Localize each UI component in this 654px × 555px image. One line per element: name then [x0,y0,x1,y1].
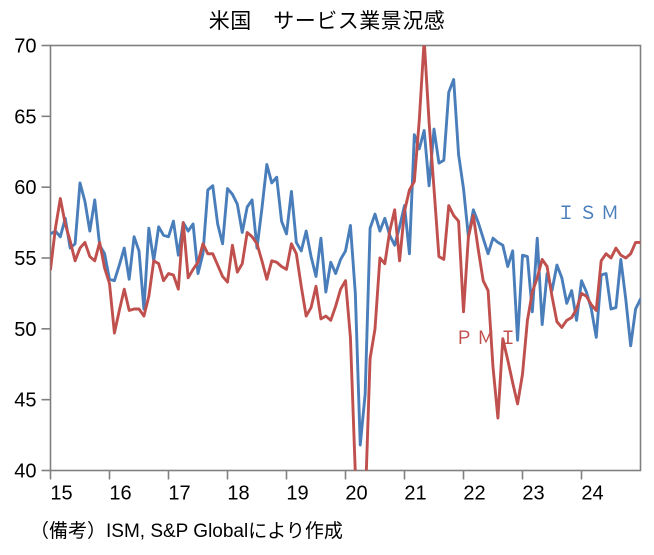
x-tick-label: 21 [404,483,426,501]
series-label-ism: ＩＳＭ [557,203,623,223]
y-tick-label: 55 [14,248,36,270]
x-axis-ticks: 15 16 17 18 19 20 21 22 23 24 [49,470,604,501]
chart-footnote: （備考）ISM, S&P Globalにより作成 [30,521,343,542]
x-tick-label: 23 [522,483,544,501]
x-tick-label: 24 [581,483,603,501]
x-tick-label: 22 [463,483,485,501]
y-tick-label: 60 [14,177,36,199]
x-tick-label: 15 [50,483,72,501]
y-tick-label: 50 [14,319,36,341]
x-tick-label: 17 [168,483,190,501]
x-tick-label: 20 [345,483,367,501]
series-label-pmi: ＰＭＩ [455,328,521,348]
y-tick-label: 45 [14,390,36,412]
x-tick-label: 19 [286,483,308,501]
page-title: 米国 サービス業景況感 [208,10,446,33]
series-line-ism [50,78,641,447]
y-tick-label: 40 [14,461,36,483]
x-tick-label: 18 [227,483,249,501]
y-tick-label: 70 [14,36,36,58]
y-tick-label: 65 [14,106,36,128]
series-line-pmi [50,45,641,471]
data-series-group [50,45,641,471]
y-axis-ticks: 40 45 50 55 60 65 70 [14,36,51,483]
x-tick-label: 16 [109,483,131,501]
